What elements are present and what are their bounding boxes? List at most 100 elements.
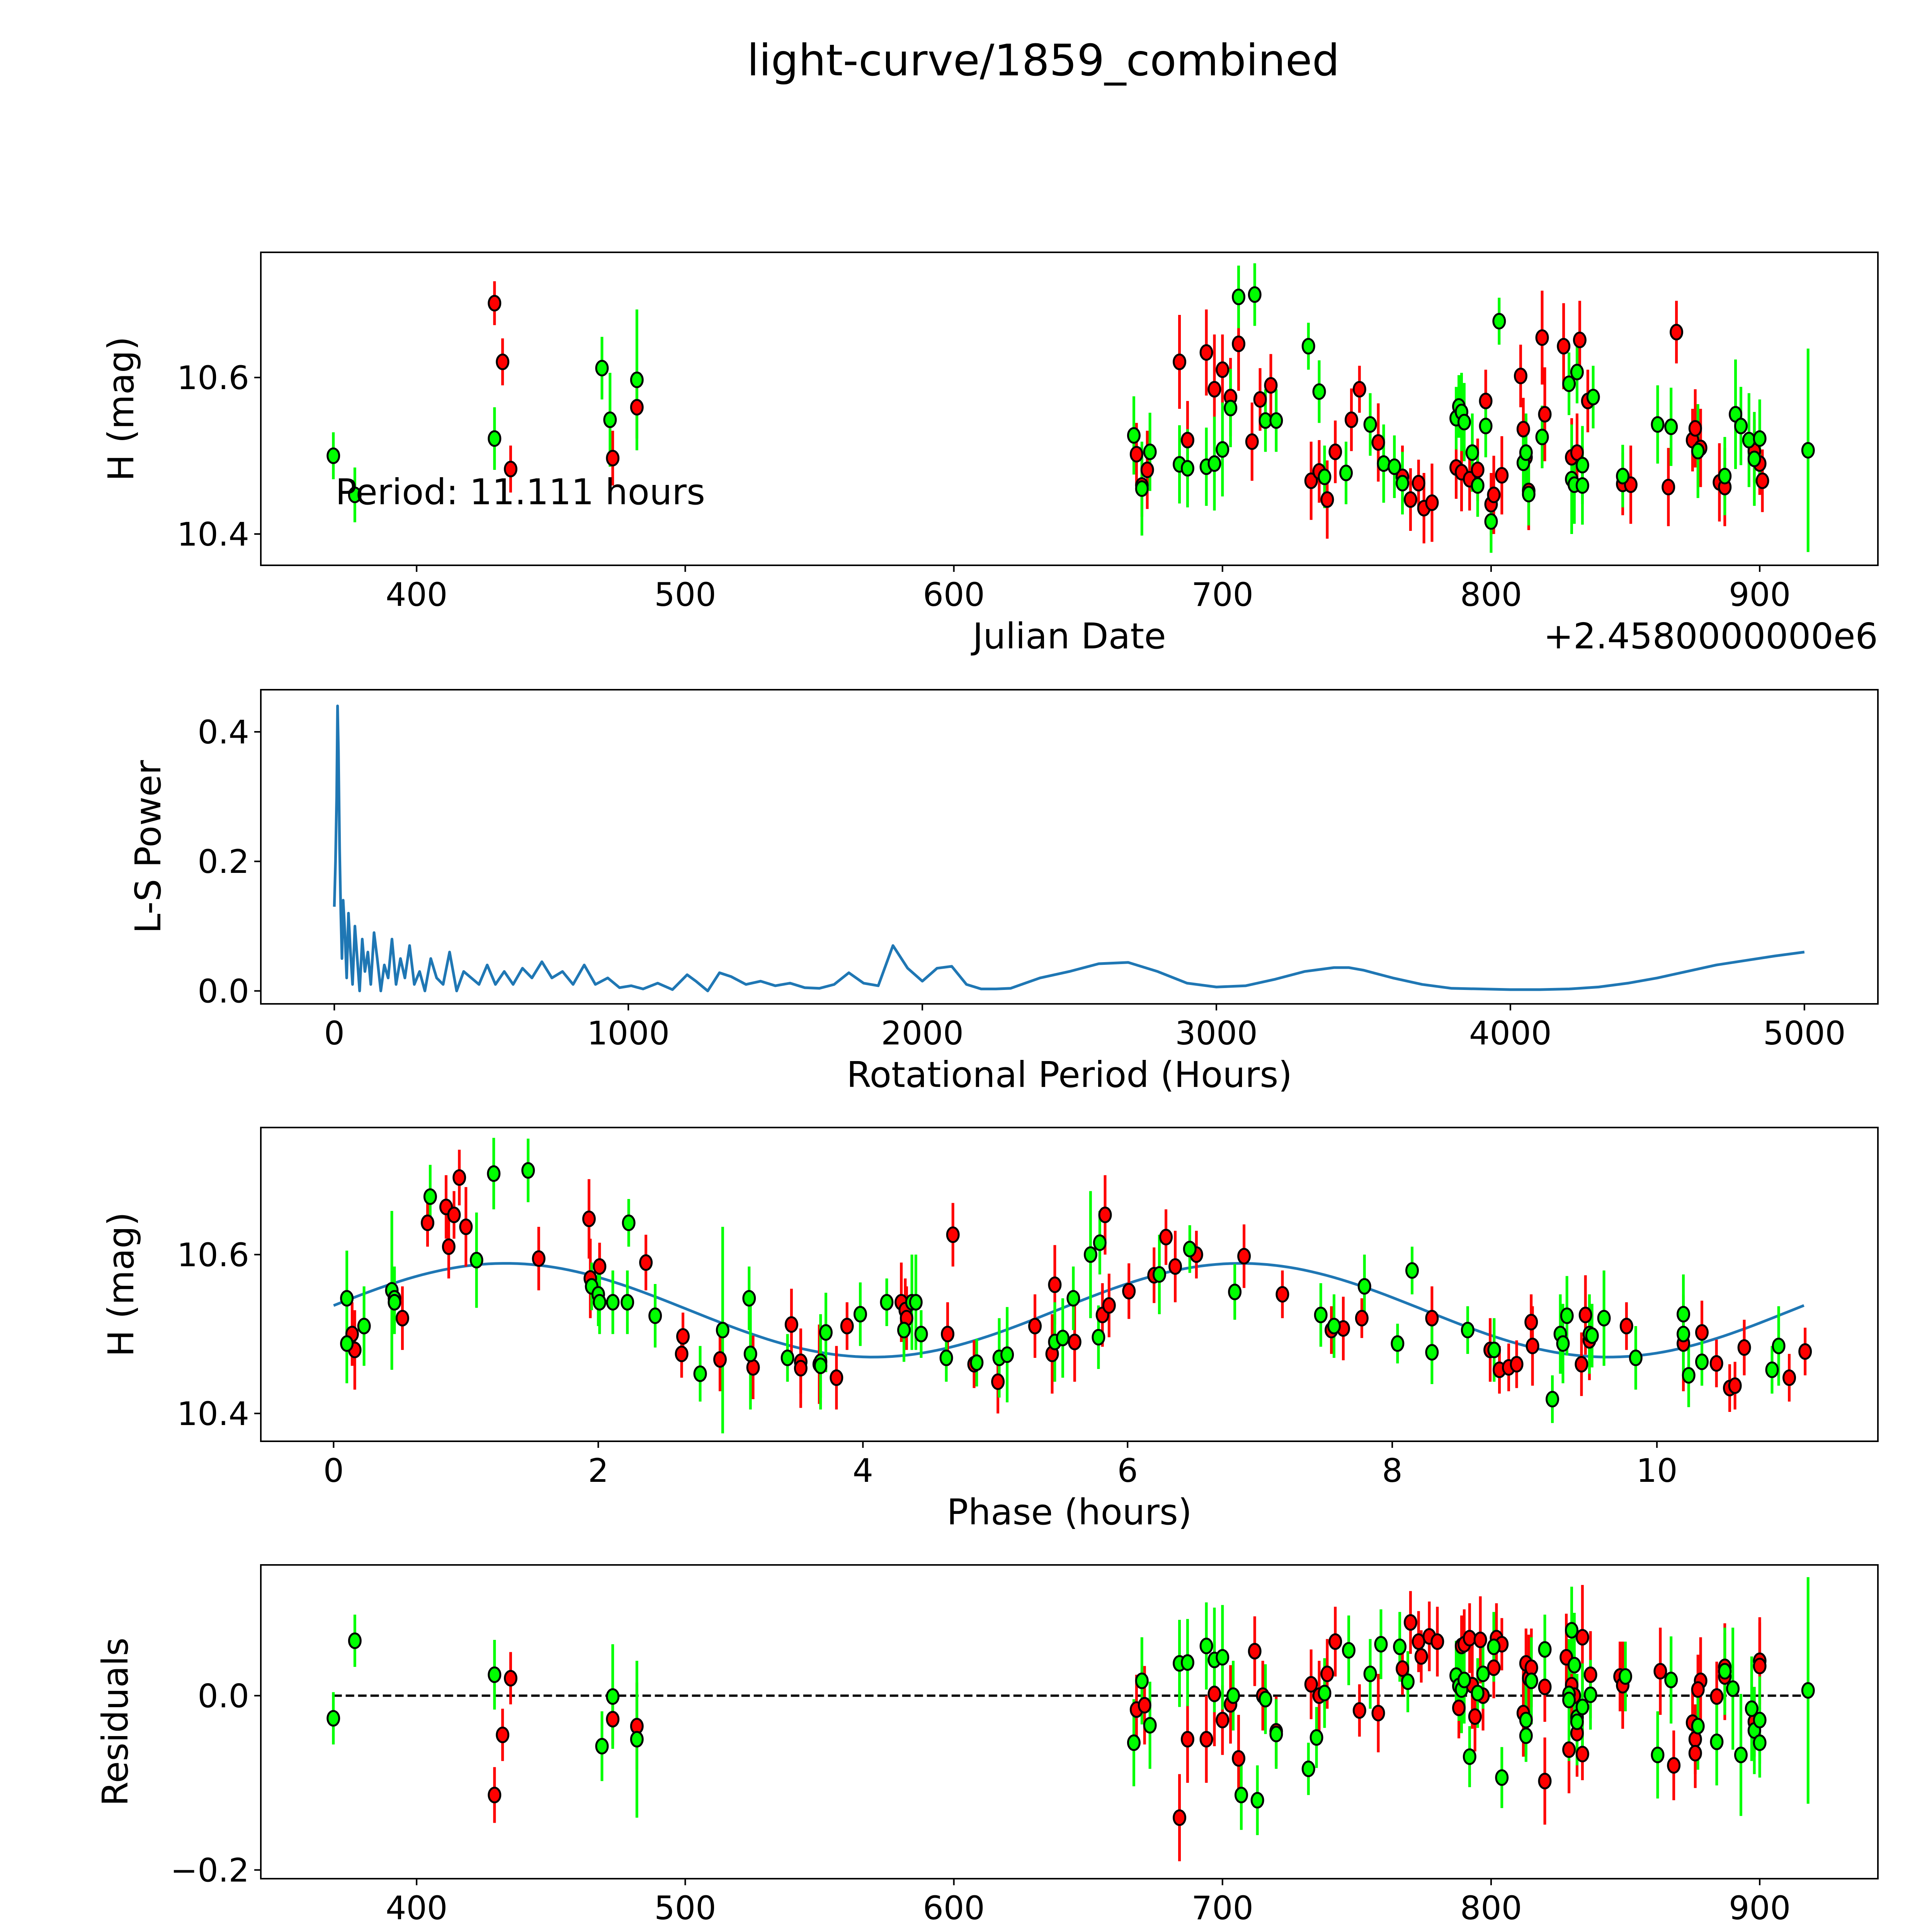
green-band-point — [1747, 451, 1761, 468]
green-band-point — [1457, 1672, 1471, 1689]
green-band-point — [1570, 1713, 1584, 1730]
red-band-point — [1028, 1318, 1042, 1335]
lightcurve-y-label: H (mag) — [100, 337, 142, 481]
red-band-point — [1695, 1324, 1709, 1341]
red-band-point — [1328, 443, 1342, 460]
green-band-point — [853, 1306, 867, 1323]
y-tick-label: 0.0 — [197, 972, 249, 1010]
red-band-point — [1578, 1306, 1592, 1323]
red-band-point — [746, 1359, 760, 1376]
green-band-point — [1753, 430, 1767, 447]
phase-marks — [333, 1138, 1812, 1434]
periodogram-x-label: Rotational Period (Hours) — [847, 1054, 1292, 1095]
green-band-point — [1143, 443, 1157, 460]
red-band-point — [1199, 344, 1213, 361]
red-band-point — [1798, 1343, 1812, 1360]
green-band-point — [1556, 1335, 1570, 1352]
red-band-point — [606, 450, 620, 467]
green-band-point — [1801, 442, 1815, 459]
periodogram-axes-frame — [260, 689, 1879, 1005]
green-band-point — [693, 1365, 707, 1382]
periodogram-y-ticks: 0.0 0.2 0.4 — [197, 713, 261, 1010]
lightcurve-panel: 400 500 600 700 800 900 10.410.6 Julian Date … — [100, 252, 1879, 657]
y-tick-label: 0.0 — [197, 1677, 249, 1715]
green-band-point — [1092, 1329, 1105, 1346]
red-band-point — [1320, 1665, 1334, 1682]
green-band-point — [1519, 1711, 1533, 1728]
green-band-point — [1484, 513, 1498, 530]
green-band-point — [348, 1632, 362, 1649]
green-band-point — [1226, 1687, 1240, 1704]
red-band-point — [1495, 467, 1509, 484]
green-band-point — [1677, 1325, 1690, 1342]
red-band-point — [1231, 335, 1245, 352]
green-band-point — [469, 1252, 483, 1269]
red-band-point — [630, 399, 644, 416]
x-tick-label: 900 — [1729, 1889, 1791, 1927]
green-band-point — [1374, 1636, 1388, 1653]
green-band-point — [1250, 1792, 1264, 1809]
red-band-point — [1688, 420, 1702, 437]
green-band-point — [1224, 400, 1238, 417]
red-band-point — [1570, 444, 1584, 461]
green-band-point — [1519, 444, 1533, 461]
x-tick-label: 700 — [1192, 576, 1253, 614]
residuals-axes-frame — [260, 1564, 1879, 1879]
phase-y-ticks: 10.4 10.6 — [177, 1236, 261, 1433]
green-band-point — [897, 1321, 911, 1338]
red-band-point — [488, 1786, 502, 1803]
x-tick-label: 400 — [386, 1889, 447, 1927]
green-band-point — [1327, 1318, 1341, 1335]
phase-x-ticks: 0 2 4 6 8 10 — [323, 1441, 1678, 1490]
red-band-point — [1755, 472, 1769, 489]
green-band-point — [1391, 1335, 1405, 1352]
model-curve — [333, 1262, 1804, 1359]
red-band-point — [1173, 1809, 1187, 1826]
red-band-point — [1328, 1633, 1342, 1650]
green-band-point — [521, 1162, 535, 1179]
green-band-point — [1310, 1729, 1323, 1746]
green-band-point — [1401, 1673, 1415, 1690]
red-band-point — [1403, 1614, 1417, 1631]
green-band-point — [1745, 1700, 1759, 1717]
green-band-point — [1479, 418, 1493, 435]
lightcurve-marks — [327, 263, 1815, 553]
red-band-point — [1159, 1229, 1173, 1246]
green-band-point — [488, 1666, 502, 1683]
red-band-point — [395, 1310, 409, 1327]
red-band-point — [1538, 1679, 1552, 1696]
green-band-point — [630, 371, 644, 388]
x-tick-label: 800 — [1460, 1889, 1522, 1927]
red-band-point — [1575, 1356, 1588, 1373]
red-band-point — [1479, 393, 1493, 410]
red-band-point — [1514, 367, 1527, 384]
green-band-point — [1691, 1718, 1705, 1735]
green-band-point — [622, 1214, 636, 1231]
green-band-point — [423, 1188, 437, 1205]
red-band-point — [1264, 377, 1278, 394]
green-band-point — [1535, 429, 1549, 446]
red-band-point — [504, 461, 518, 478]
red-band-point — [1371, 1704, 1385, 1721]
green-band-point — [621, 1294, 634, 1311]
red-band-point — [1710, 1688, 1724, 1705]
x-tick-label: 2000 — [881, 1014, 964, 1052]
y-tick-label: 10.4 — [177, 1395, 249, 1433]
red-band-point — [606, 1711, 620, 1728]
x-tick-label: 500 — [654, 576, 716, 614]
green-band-point — [1772, 1337, 1786, 1354]
red-band-point — [1583, 1666, 1597, 1683]
green-band-point — [357, 1318, 371, 1335]
green-band-point — [595, 360, 609, 377]
green-band-point — [743, 1345, 757, 1362]
red-band-point — [1575, 1745, 1589, 1762]
y-tick-label: −0.2 — [170, 1851, 249, 1889]
green-band-point — [909, 1294, 923, 1311]
green-band-point — [1248, 286, 1262, 303]
green-band-point — [593, 1294, 607, 1311]
green-band-point — [742, 1290, 756, 1307]
green-band-point — [388, 1294, 401, 1311]
x-tick-label: 0 — [323, 1452, 344, 1490]
period-annotation: Period: 11.111 hours — [335, 471, 705, 513]
red-band-point — [1562, 1741, 1576, 1758]
